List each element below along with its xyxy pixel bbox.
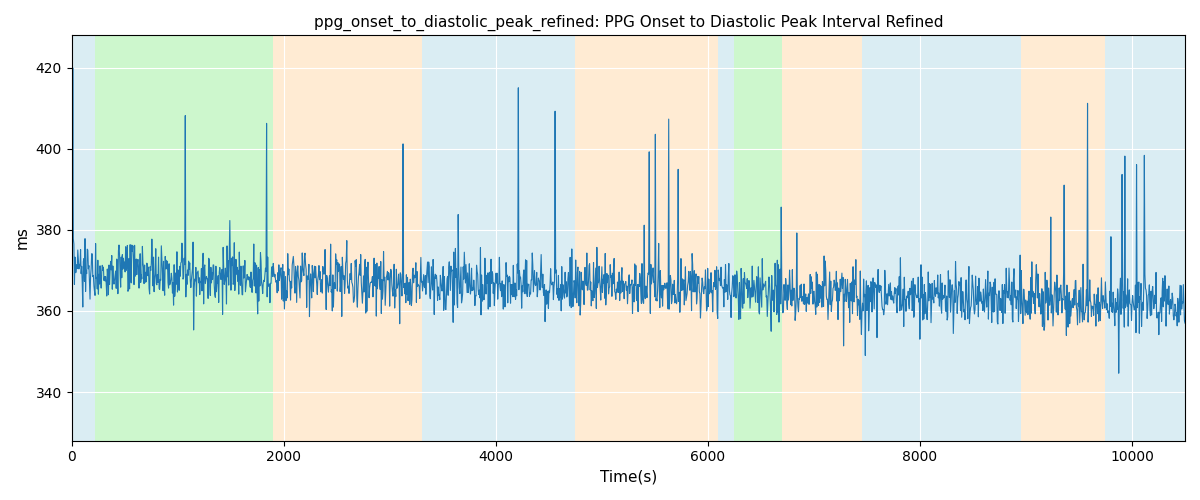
- Bar: [72, 36, 95, 440]
- Bar: [719, 36, 734, 440]
- Title: ppg_onset_to_diastolic_peak_refined: PPG Onset to Diastolic Peak Interval Refine: ppg_onset_to_diastolic_peak_refined: PPG…: [313, 15, 943, 31]
- Bar: [862, 36, 1021, 440]
- Bar: [575, 36, 719, 440]
- Bar: [421, 36, 575, 440]
- X-axis label: Time(s): Time(s): [600, 470, 656, 485]
- Bar: [1105, 36, 1186, 440]
- Y-axis label: ms: ms: [16, 226, 30, 250]
- Bar: [782, 36, 862, 440]
- Bar: [1021, 36, 1105, 440]
- Bar: [95, 36, 274, 440]
- Bar: [734, 36, 782, 440]
- Bar: [274, 36, 421, 440]
